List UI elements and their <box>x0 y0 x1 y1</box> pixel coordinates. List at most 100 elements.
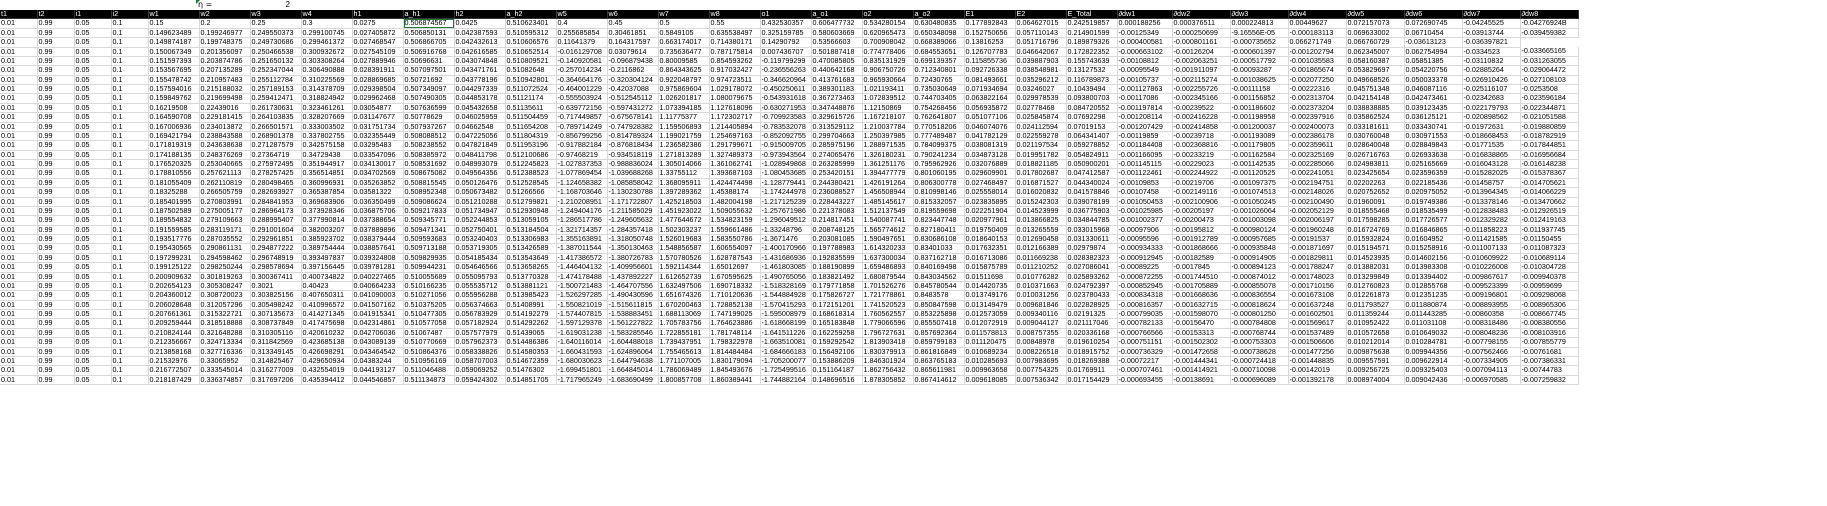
grid-cell[interactable]: 0.208748125 <box>811 225 863 236</box>
grid-cell[interactable]: 1.721778861 <box>862 290 914 301</box>
grid-cell[interactable]: 0.365387854 <box>301 187 353 198</box>
grid-cell[interactable]: -0.00153313 <box>1172 328 1231 339</box>
grid-cell[interactable]: 1.710120636 <box>709 290 761 301</box>
grid-cell[interactable]: -0.001637248 <box>1288 300 1347 311</box>
grid-cell[interactable]: 0.830686108 <box>913 234 965 245</box>
grid-cell[interactable]: 0.027468547 <box>352 37 404 48</box>
grid-cell[interactable]: 0.072157073 <box>1346 18 1405 29</box>
grid-cell[interactable]: 0.014523999 <box>1015 206 1067 217</box>
grid-cell[interactable]: 1.845493676 <box>709 365 761 376</box>
grid-cell[interactable]: 0.020752652 <box>1346 187 1405 198</box>
grid-cell[interactable]: 0.251650132 <box>250 56 302 67</box>
grid-cell[interactable]: 1.862756432 <box>862 365 914 376</box>
grid-cell[interactable]: -1.618668199 <box>760 318 812 329</box>
grid-cell[interactable]: -0.001477256 <box>1288 347 1347 357</box>
grid-cell[interactable]: 0.510271056 <box>403 290 455 301</box>
grid-cell[interactable]: 0.859799183 <box>913 337 965 348</box>
grid-cell[interactable]: -0.00233219 <box>1172 150 1231 161</box>
grid-cell[interactable]: 0.05 <box>74 131 112 142</box>
grid-cell[interactable]: 0.015875789 <box>964 262 1016 273</box>
grid-cell[interactable]: 0.99 <box>37 225 75 236</box>
grid-cell[interactable]: 0.429650934 <box>301 356 353 367</box>
grid-cell[interactable]: -0.00205197 <box>1172 206 1231 217</box>
grid-cell[interactable]: 0.1 <box>111 131 149 142</box>
grid-cell[interactable]: 0.01 <box>0 318 38 329</box>
grid-cell[interactable]: 0.99 <box>37 187 75 198</box>
grid-cell[interactable]: -0.000693455 <box>1117 375 1173 386</box>
grid-cell[interactable]: 0.13127532 <box>1066 65 1118 76</box>
grid-cell[interactable]: -0.096879438 <box>607 56 659 67</box>
grid-cell[interactable]: 0.05 <box>74 272 112 282</box>
grid-cell[interactable]: -1.699451801 <box>556 365 608 376</box>
grid-cell[interactable]: 0.313529112 <box>811 122 863 132</box>
grid-cell[interactable]: 0.053719305 <box>454 243 506 254</box>
grid-cell[interactable]: -0.140920581 <box>556 56 608 67</box>
grid-cell[interactable]: 0.041915341 <box>352 309 404 320</box>
grid-cell[interactable]: -0.001208114 <box>1117 112 1173 123</box>
grid-cell[interactable]: 0.051077106 <box>964 112 1016 123</box>
grid-cell[interactable]: 1.271813289 <box>658 150 710 161</box>
grid-cell[interactable]: 1.747199025 <box>709 309 761 320</box>
grid-cell[interactable]: 0.513059105 <box>505 215 557 226</box>
grid-cell[interactable]: 0.044340024 <box>1066 178 1118 189</box>
grid-cell[interactable]: -1.490765056 <box>760 272 812 282</box>
grid-cell[interactable]: 0.323461261 <box>301 103 353 114</box>
grid-cell[interactable]: 0.308737849 <box>250 318 302 329</box>
grid-cell[interactable]: 0.009944356 <box>1404 347 1463 357</box>
grid-cell[interactable]: -0.97468219 <box>556 150 608 161</box>
grid-cell[interactable]: 1.512137549 <box>862 206 914 217</box>
grid-cell[interactable]: 0.843034562 <box>913 272 965 282</box>
grid-cell[interactable]: 0.01 <box>0 356 38 367</box>
grid-cell[interactable]: 0.05 <box>74 28 112 39</box>
grid-cell[interactable]: 0.011578813 <box>964 328 1016 339</box>
grid-cell[interactable]: 0.01 <box>0 253 38 264</box>
grid-cell[interactable]: 0.152750656 <box>964 28 1016 39</box>
grid-cell[interactable]: -1.387011544 <box>556 243 608 254</box>
grid-cell[interactable]: 0.317697206 <box>250 375 302 386</box>
grid-cell[interactable]: 0.801060195 <box>913 168 965 179</box>
grid-cell[interactable]: 0.054220756 <box>1404 65 1463 76</box>
grid-cell[interactable]: 0.031330611 <box>1066 234 1118 245</box>
grid-cell[interactable]: -0.320304124 <box>607 75 659 86</box>
grid-cell[interactable]: -0.346620964 <box>760 75 812 86</box>
grid-cell[interactable]: 0.01 <box>0 290 38 301</box>
grid-cell[interactable]: -0.001444341 <box>1172 356 1231 367</box>
grid-cell[interactable]: 0.01 <box>0 281 38 292</box>
grid-cell[interactable]: 0.414271345 <box>301 309 353 320</box>
grid-cell[interactable]: -0.001502302 <box>1172 337 1231 348</box>
grid-cell[interactable]: -1.380726783 <box>607 253 659 264</box>
grid-cell[interactable]: -0.915009705 <box>760 140 812 151</box>
grid-cell[interactable]: 0.009622914 <box>1404 356 1463 367</box>
grid-cell[interactable]: -0.001537489 <box>1288 328 1347 339</box>
grid-cell[interactable]: 0.663174017 <box>658 37 710 48</box>
grid-cell[interactable]: -1.705200077 <box>760 356 812 367</box>
grid-cell[interactable]: 0.837162718 <box>913 253 965 264</box>
grid-cell[interactable]: 0.1 <box>111 225 149 236</box>
grid-cell[interactable]: -0.00142019 <box>1288 365 1347 376</box>
grid-cell[interactable]: 0.206028648 <box>148 300 200 311</box>
grid-cell[interactable]: 0.054824911 <box>1066 150 1118 161</box>
grid-cell[interactable]: -0.000912945 <box>1117 253 1173 264</box>
grid-cell[interactable]: 1.397289362 <box>658 187 710 198</box>
grid-cell[interactable]: 0.057962373 <box>454 337 506 348</box>
grid-cell[interactable]: 0.048993079 <box>454 159 506 170</box>
grid-cell[interactable]: -0.364664176 <box>556 75 608 86</box>
grid-cell[interactable]: 0.1 <box>111 47 149 57</box>
grid-cell[interactable]: 0.308720023 <box>199 290 251 301</box>
grid-cell[interactable]: 0.034702569 <box>352 168 404 179</box>
grid-cell[interactable]: 0.508385972 <box>403 150 455 161</box>
grid-cell[interactable]: 0.046025959 <box>454 112 506 123</box>
grid-cell[interactable]: -0.001127863 <box>1117 84 1173 95</box>
grid-cell[interactable]: -0.000517792 <box>1230 56 1289 67</box>
grid-cell[interactable]: 0.514580353 <box>505 347 557 357</box>
grid-cell[interactable]: 0.1 <box>111 309 149 320</box>
grid-cell[interactable]: 0.861816849 <box>913 347 965 357</box>
grid-cell[interactable]: -0.001200037 <box>1230 122 1289 132</box>
grid-cell[interactable]: -1.518328169 <box>760 281 812 292</box>
grid-cell[interactable]: 0.1 <box>111 187 149 198</box>
grid-cell[interactable]: 0.99 <box>37 37 75 48</box>
grid-cell[interactable]: 0.008974004 <box>1346 375 1405 386</box>
grid-cell[interactable]: 1.502303237 <box>658 225 710 236</box>
grid-cell[interactable]: 0.038838885 <box>1346 103 1405 114</box>
grid-cell[interactable]: 0.064341407 <box>1066 131 1118 142</box>
